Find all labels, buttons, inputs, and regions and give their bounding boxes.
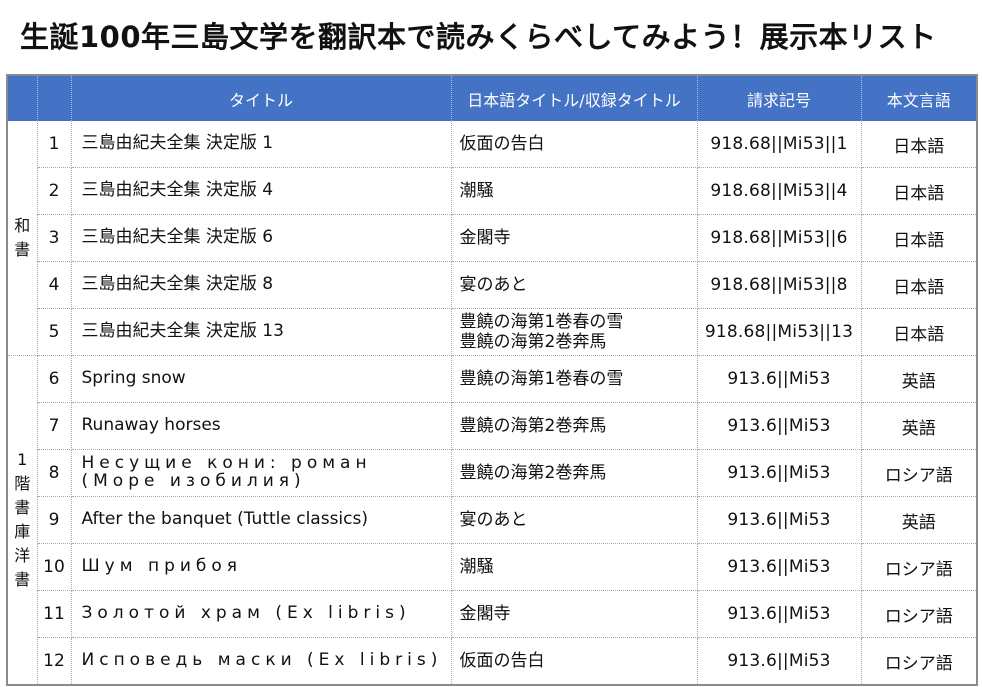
language: ロシア語 bbox=[861, 590, 977, 638]
row-number: 1 bbox=[37, 121, 72, 168]
language: ロシア語 bbox=[861, 543, 977, 591]
language: 日本語 bbox=[861, 261, 977, 309]
book-title: Runaway horses bbox=[71, 402, 452, 450]
table-row: 9 After the banquet (Tuttle classics) 宴の… bbox=[7, 496, 977, 544]
book-title: Исповедь маски (Ex libris) bbox=[71, 637, 452, 686]
call-number: 913.6||Mi53 bbox=[697, 355, 862, 403]
title-header: タイトル bbox=[71, 75, 452, 121]
table-row: 3 三島由紀夫全集 決定版 6 金閣寺 918.68||Mi53||6 日本語 bbox=[7, 214, 977, 262]
jp-title-header: 日本語タイトル/収録タイトル bbox=[451, 75, 698, 121]
language: 英語 bbox=[861, 402, 977, 450]
call-number-header: 請求記号 bbox=[697, 75, 862, 121]
jp-title: 豊饒の海第1巻春の雪 bbox=[451, 355, 698, 403]
language-header: 本文言語 bbox=[861, 75, 977, 121]
language: 日本語 bbox=[861, 121, 977, 168]
book-title: Несущие кони: роман (Море изобилия) bbox=[71, 449, 452, 497]
jp-title: 仮面の告白 bbox=[451, 637, 698, 686]
language: 英語 bbox=[861, 496, 977, 544]
row-number: 11 bbox=[37, 590, 72, 638]
row-number: 9 bbox=[37, 496, 72, 544]
group-label-yo: 1階書庫洋書 bbox=[7, 355, 38, 686]
book-title: After the banquet (Tuttle classics) bbox=[71, 496, 452, 544]
row-number: 5 bbox=[37, 308, 72, 356]
language: 日本語 bbox=[861, 214, 977, 262]
table-row: 2 三島由紀夫全集 決定版 4 潮騒 918.68||Mi53||4 日本語 bbox=[7, 167, 977, 215]
language: 日本語 bbox=[861, 308, 977, 356]
row-number: 8 bbox=[37, 449, 72, 497]
table-row: 11 Золотой храм (Ex libris) 金閣寺 913.6||M… bbox=[7, 590, 977, 638]
table-row: 1階書庫洋書 6 Spring snow 豊饒の海第1巻春の雪 913.6||M… bbox=[7, 355, 977, 686]
language: 日本語 bbox=[861, 167, 977, 215]
call-number: 913.6||Mi53 bbox=[697, 449, 862, 497]
row-number: 2 bbox=[37, 167, 72, 215]
group-label-wa: 和書 bbox=[7, 121, 38, 356]
table-row: 10 Шум прибоя 潮騒 913.6||Mi53 ロシア語 bbox=[7, 543, 977, 591]
jp-title: 金閣寺 bbox=[451, 214, 698, 262]
table-header-row: タイトル 日本語タイトル/収録タイトル 請求記号 本文言語 bbox=[7, 75, 977, 121]
book-title: 三島由紀夫全集 決定版 4 bbox=[71, 167, 452, 215]
jp-title: 豊饒の海第1巻春の雪 豊饒の海第2巻奔馬 bbox=[451, 308, 698, 356]
row-number: 3 bbox=[37, 214, 72, 262]
table-row: 8 Несущие кони: роман (Море изобилия) 豊饒… bbox=[7, 449, 977, 497]
call-number: 913.6||Mi53 bbox=[697, 402, 862, 450]
jp-title: 宴のあと bbox=[451, 261, 698, 309]
call-number: 918.68||Mi53||13 bbox=[697, 308, 862, 356]
jp-title: 金閣寺 bbox=[451, 590, 698, 638]
book-title: Шум прибоя bbox=[71, 543, 452, 591]
call-number: 913.6||Mi53 bbox=[697, 590, 862, 638]
call-number: 918.68||Mi53||8 bbox=[697, 261, 862, 309]
table-row: 5 三島由紀夫全集 決定版 13 豊饒の海第1巻春の雪 豊饒の海第2巻奔馬 91… bbox=[7, 308, 977, 356]
call-number: 913.6||Mi53 bbox=[697, 543, 862, 591]
jp-title: 宴のあと bbox=[451, 496, 698, 544]
jp-title: 豊饒の海第2巻奔馬 bbox=[451, 449, 698, 497]
call-number: 918.68||Mi53||1 bbox=[697, 121, 862, 168]
jp-title: 潮騒 bbox=[451, 543, 698, 591]
jp-title: 豊饒の海第2巻奔馬 bbox=[451, 402, 698, 450]
book-title: 三島由紀夫全集 決定版 6 bbox=[71, 214, 452, 262]
row-number: 4 bbox=[37, 261, 72, 309]
jp-title: 仮面の告白 bbox=[451, 121, 698, 168]
row-number: 12 bbox=[37, 637, 72, 686]
book-title: 三島由紀夫全集 決定版 8 bbox=[71, 261, 452, 309]
table-row: 7 Runaway horses 豊饒の海第2巻奔馬 913.6||Mi53 英… bbox=[7, 402, 977, 450]
row-number: 10 bbox=[37, 543, 72, 591]
language: ロシア語 bbox=[861, 637, 977, 686]
book-title: 三島由紀夫全集 決定版 13 bbox=[71, 308, 452, 356]
call-number: 913.6||Mi53 bbox=[697, 637, 862, 686]
book-title: 三島由紀夫全集 決定版 1 bbox=[71, 121, 452, 168]
table-row: 4 三島由紀夫全集 決定版 8 宴のあと 918.68||Mi53||8 日本語 bbox=[7, 261, 977, 309]
book-title: Золотой храм (Ex libris) bbox=[71, 590, 452, 638]
call-number: 913.6||Mi53 bbox=[697, 496, 862, 544]
page-title: 生誕100年三島文学を翻訳本で読みくらべしてみよう！展示本リスト bbox=[20, 20, 937, 54]
table-row: 12 Исповедь маски (Ex libris) 仮面の告白 913.… bbox=[7, 637, 977, 686]
book-list-table: タイトル 日本語タイトル/収録タイトル 請求記号 本文言語 和書 1 三島由紀夫… bbox=[6, 74, 978, 686]
book-title: Spring snow bbox=[71, 355, 452, 403]
call-number: 918.68||Mi53||4 bbox=[697, 167, 862, 215]
language: ロシア語 bbox=[861, 449, 977, 497]
language: 英語 bbox=[861, 355, 977, 403]
table-row: 和書 1 三島由紀夫全集 決定版 1 仮面の告白 918.68||Mi53||1… bbox=[7, 121, 977, 356]
call-number: 918.68||Mi53||6 bbox=[697, 214, 862, 262]
group-header bbox=[7, 75, 38, 121]
jp-title: 潮騒 bbox=[451, 167, 698, 215]
row-number: 6 bbox=[37, 355, 72, 403]
jp-title-line: 豊饒の海第2巻奔馬 bbox=[459, 332, 607, 352]
number-header bbox=[37, 75, 72, 121]
jp-title-line: 豊饒の海第1巻春の雪 bbox=[459, 311, 624, 332]
row-number: 7 bbox=[37, 402, 72, 450]
